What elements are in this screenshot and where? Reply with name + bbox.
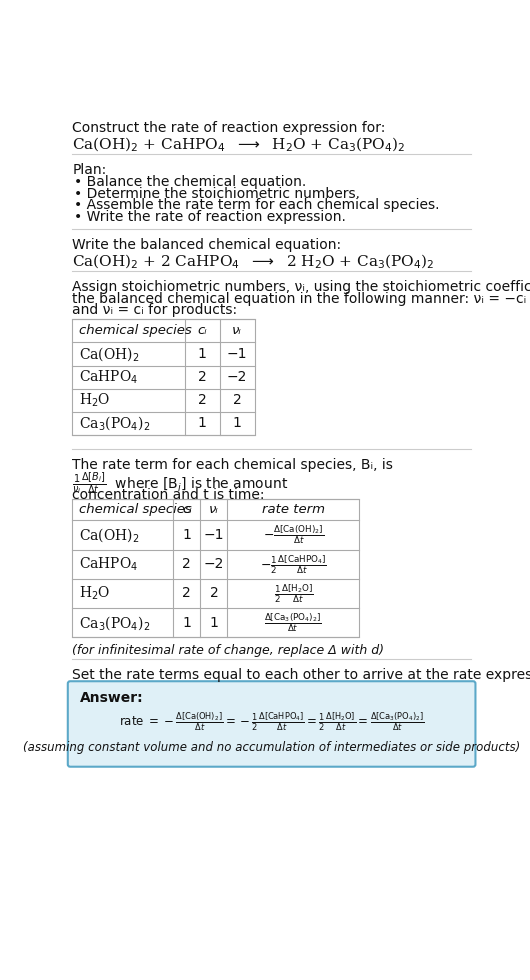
Text: 1: 1 [209,615,218,630]
Text: Plan:: Plan: [73,163,107,177]
Text: (assuming constant volume and no accumulation of intermediates or side products): (assuming constant volume and no accumul… [23,741,520,754]
Text: 1: 1 [182,528,191,542]
Text: 2: 2 [209,586,218,601]
Text: Ca$_3$(PO$_4$)$_2$: Ca$_3$(PO$_4$)$_2$ [78,613,150,632]
Text: $\frac{1}{\nu_i}\frac{\Delta[B_i]}{\Delta t}$  where [B$_i$] is the amount: $\frac{1}{\nu_i}\frac{\Delta[B_i]}{\Delt… [73,471,289,497]
Text: H$_2$O: H$_2$O [78,391,110,409]
Text: and νᵢ = cᵢ for products:: and νᵢ = cᵢ for products: [73,303,237,318]
Text: 1: 1 [182,615,191,630]
Text: CaHPO$_4$: CaHPO$_4$ [78,556,138,573]
Text: cᵢ: cᵢ [182,503,191,516]
Text: −2: −2 [204,558,224,571]
Text: Answer:: Answer: [80,691,144,706]
Text: Ca$_3$(PO$_4$)$_2$: Ca$_3$(PO$_4$)$_2$ [78,415,150,432]
Text: cᵢ: cᵢ [198,324,207,337]
Text: 2: 2 [182,558,191,571]
Text: chemical species: chemical species [78,503,191,516]
Text: Ca(OH)$_2$: Ca(OH)$_2$ [78,345,139,363]
Text: • Assemble the rate term for each chemical species.: • Assemble the rate term for each chemic… [74,198,439,213]
Text: CaHPO$_4$: CaHPO$_4$ [78,368,138,386]
Text: −2: −2 [227,370,248,384]
Text: $-\frac{1}{2}\frac{\Delta[\mathrm{CaHPO_4}]}{\Delta t}$: $-\frac{1}{2}\frac{\Delta[\mathrm{CaHPO_… [260,553,327,575]
Text: 2: 2 [198,370,207,384]
Text: 1: 1 [198,416,207,430]
Text: Ca(OH)$_2$: Ca(OH)$_2$ [78,526,139,544]
Text: Set the rate terms equal to each other to arrive at the rate expression:: Set the rate terms equal to each other t… [73,668,530,682]
Text: H$_2$O: H$_2$O [78,585,110,602]
Text: rate $= -\frac{\Delta[\mathrm{Ca(OH)_2}]}{\Delta t} = -\frac{1}{2}\frac{\Delta[\: rate $= -\frac{\Delta[\mathrm{Ca(OH)_2}]… [119,710,425,733]
Text: chemical species: chemical species [78,324,191,337]
Text: (for infinitesimal rate of change, replace Δ with d): (for infinitesimal rate of change, repla… [73,644,384,657]
Text: Write the balanced chemical equation:: Write the balanced chemical equation: [73,238,341,253]
Text: νᵢ: νᵢ [209,503,219,516]
Bar [73,319,254,435]
Text: • Balance the chemical equation.: • Balance the chemical equation. [74,175,306,189]
Text: $\frac{1}{2}\frac{\Delta[\mathrm{H_2O}]}{\Delta t}$: $\frac{1}{2}\frac{\Delta[\mathrm{H_2O}]}… [273,582,313,605]
Text: νᵢ: νᵢ [232,324,242,337]
Text: Construct the rate of reaction expression for:: Construct the rate of reaction expressio… [73,122,386,135]
FancyBboxPatch shape [68,681,475,766]
Text: rate term: rate term [262,503,325,516]
Text: −1: −1 [204,528,224,542]
Text: Ca(OH)$_2$ + 2 CaHPO$_4$  $\longrightarrow$  2 H$_2$O + Ca$_3$(PO$_4$)$_2$: Ca(OH)$_2$ + 2 CaHPO$_4$ $\longrightarro… [73,252,435,270]
Text: The rate term for each chemical species, Bᵢ, is: The rate term for each chemical species,… [73,458,393,472]
Text: $\frac{\Delta[\mathrm{Ca_3(PO_4)_2}]}{\Delta t}$: $\frac{\Delta[\mathrm{Ca_3(PO_4)_2}]}{\D… [264,612,322,634]
Text: Ca(OH)$_2$ + CaHPO$_4$  $\longrightarrow$  H$_2$O + Ca$_3$(PO$_4$)$_2$: Ca(OH)$_2$ + CaHPO$_4$ $\longrightarrow$… [73,135,406,154]
Text: $-\frac{\Delta[\mathrm{Ca(OH)_2}]}{\Delta t}$: $-\frac{\Delta[\mathrm{Ca(OH)_2}]}{\Delt… [263,523,324,546]
Text: • Write the rate of reaction expression.: • Write the rate of reaction expression. [74,210,346,224]
Text: 1: 1 [198,347,207,361]
Text: 2: 2 [233,393,242,407]
Bar [73,499,359,637]
Text: −1: −1 [227,347,248,361]
Text: the balanced chemical equation in the following manner: νᵢ = −cᵢ for reactants: the balanced chemical equation in the fo… [73,292,530,306]
Text: concentration and t is time:: concentration and t is time: [73,488,265,502]
Text: Assign stoichiometric numbers, νᵢ, using the stoichiometric coefficients, cᵢ, fr: Assign stoichiometric numbers, νᵢ, using… [73,280,530,294]
Text: 2: 2 [198,393,207,407]
Text: • Determine the stoichiometric numbers.: • Determine the stoichiometric numbers. [74,187,360,201]
Text: 2: 2 [182,586,191,601]
Text: 1: 1 [233,416,242,430]
